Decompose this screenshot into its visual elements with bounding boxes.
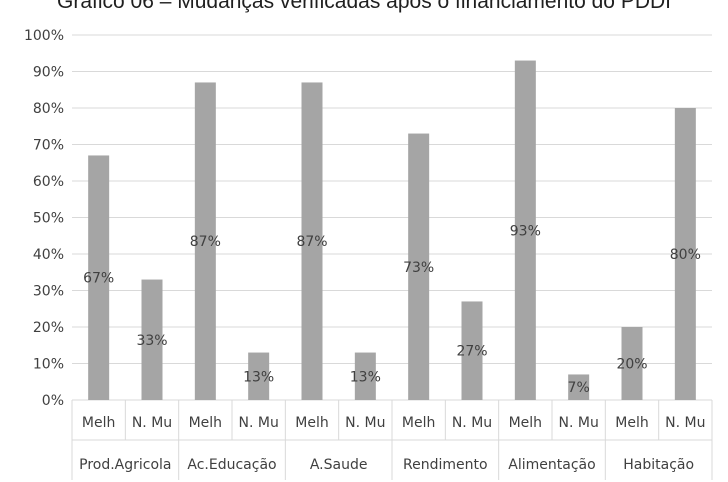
y-tick-label: 20%: [33, 320, 64, 336]
data-label: 67%: [83, 271, 114, 287]
data-label: 87%: [190, 234, 221, 250]
group-label: Habitação: [623, 457, 694, 473]
data-label: 20%: [616, 357, 647, 373]
data-label: 13%: [243, 369, 274, 385]
subcategory-label: Melh: [509, 415, 542, 431]
y-tick-label: 60%: [33, 174, 64, 190]
bar: [461, 301, 483, 400]
subcategory-label: N. Mu: [345, 415, 385, 431]
bar: [194, 82, 216, 400]
y-tick-label: 30%: [33, 284, 64, 300]
subcategory-label: N. Mu: [239, 415, 279, 431]
bar: [141, 279, 163, 400]
y-tick-label: 70%: [33, 138, 64, 154]
y-tick-label: 50%: [33, 211, 64, 227]
data-label: 33%: [136, 333, 167, 349]
group-label: A.Saude: [310, 457, 368, 473]
group-label: Ac.Educação: [187, 457, 276, 473]
data-label: 80%: [670, 247, 701, 263]
data-label: 73%: [403, 260, 434, 276]
data-label: 13%: [350, 369, 381, 385]
data-label: 27%: [456, 344, 487, 360]
group-label: Alimentação: [508, 457, 595, 473]
bar: [674, 108, 696, 400]
subcategory-label: N. Mu: [452, 415, 492, 431]
subcategory-label: N. Mu: [132, 415, 172, 431]
subcategory-label: N. Mu: [665, 415, 705, 431]
subcategory-label: Melh: [402, 415, 435, 431]
data-label: 7%: [568, 380, 590, 396]
data-label: 87%: [296, 234, 327, 250]
subcategory-label: Melh: [82, 415, 115, 431]
y-tick-label: 90%: [33, 65, 64, 81]
y-tick-label: 10%: [33, 357, 64, 373]
group-label: Prod.Agricola: [79, 457, 171, 473]
bar: [408, 133, 430, 401]
data-label: 93%: [510, 223, 541, 239]
y-tick-label: 0%: [42, 393, 64, 409]
bar: [354, 352, 376, 400]
subcategory-label: Melh: [295, 415, 328, 431]
subcategory-label: N. Mu: [559, 415, 599, 431]
y-tick-label: 100%: [24, 28, 64, 44]
subcategory-label: Melh: [189, 415, 222, 431]
bar: [88, 155, 110, 400]
group-label: Rendimento: [403, 457, 488, 473]
subcategory-label: Melh: [615, 415, 648, 431]
bar: [621, 327, 643, 400]
bar: [248, 352, 270, 400]
bar: [514, 60, 536, 401]
bar: [301, 82, 323, 400]
y-tick-label: 40%: [33, 247, 64, 263]
chart-title: Gráfico 06 – Mudanças verificadas após o…: [57, 0, 671, 13]
bar: [568, 374, 590, 400]
y-tick-label: 80%: [33, 101, 64, 117]
